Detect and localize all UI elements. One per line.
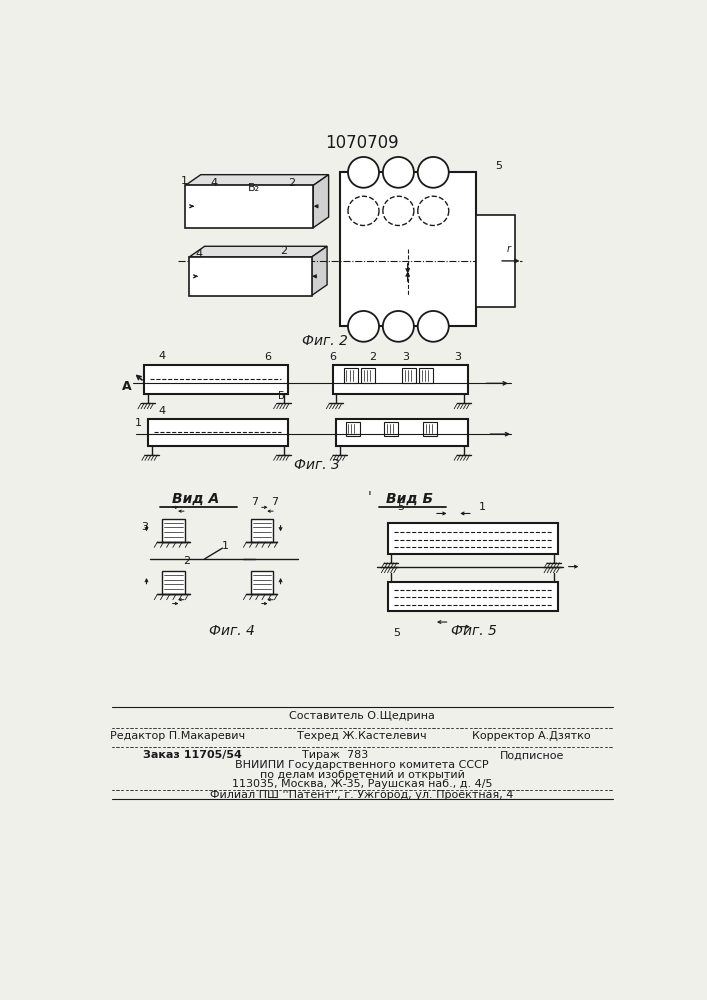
Bar xyxy=(251,571,273,594)
Circle shape xyxy=(348,311,379,342)
Text: Заказ 11705/54: Заказ 11705/54 xyxy=(143,750,242,760)
Text: 3: 3 xyxy=(402,352,409,362)
Bar xyxy=(361,368,375,383)
Text: 4: 4 xyxy=(158,351,165,361)
Text: Подписное: Подписное xyxy=(499,750,564,760)
Bar xyxy=(344,368,358,383)
Bar xyxy=(476,215,515,307)
Text: 2: 2 xyxy=(280,246,287,256)
Text: 1070709: 1070709 xyxy=(325,134,399,152)
Text: Техред Ж.Кастелевич: Техред Ж.Кастелевич xyxy=(297,731,427,741)
Text: 6: 6 xyxy=(329,352,336,362)
Circle shape xyxy=(418,157,449,188)
Text: 5: 5 xyxy=(496,161,503,171)
Text: Фиг. 4: Фиг. 4 xyxy=(209,624,255,638)
Text: Тираж  783: Тираж 783 xyxy=(302,750,368,760)
Text: 7: 7 xyxy=(271,497,278,507)
Bar xyxy=(423,422,437,436)
Text: Корректор А.Дзятко: Корректор А.Дзятко xyxy=(472,731,591,741)
Text: по делам изобретений и открытий: по делам изобретений и открытий xyxy=(259,770,464,780)
Text: B₂: B₂ xyxy=(248,183,260,193)
Text: Б: Б xyxy=(278,391,285,401)
Text: r: r xyxy=(506,244,510,254)
Bar xyxy=(340,172,476,326)
Polygon shape xyxy=(313,175,329,228)
Text: 2: 2 xyxy=(358,161,365,171)
Text: Фиг. 5: Фиг. 5 xyxy=(451,624,497,638)
Bar xyxy=(387,523,558,554)
Text: 6: 6 xyxy=(264,352,271,362)
Text: Редактор П.Макаревич: Редактор П.Макаревич xyxy=(110,731,245,741)
Text: 1: 1 xyxy=(181,176,188,186)
Bar xyxy=(385,422,398,436)
Text: ВНИИПИ Государственного комитета СССР: ВНИИПИ Государственного комитета СССР xyxy=(235,760,489,770)
Polygon shape xyxy=(189,246,327,257)
Polygon shape xyxy=(189,257,312,296)
Bar xyxy=(332,365,468,394)
Text: Фиг. 2: Фиг. 2 xyxy=(302,334,348,348)
Text: A: A xyxy=(122,380,132,393)
Text: 7: 7 xyxy=(252,497,259,507)
Text: 1: 1 xyxy=(135,418,142,428)
Text: 113035, Москва, Ж-35, Раушская наб., д. 4/5: 113035, Москва, Ж-35, Раушская наб., д. … xyxy=(232,779,492,789)
Bar xyxy=(144,365,288,394)
Circle shape xyxy=(383,157,414,188)
Bar xyxy=(162,571,185,594)
Text: 1: 1 xyxy=(479,502,486,512)
Bar xyxy=(346,422,360,436)
Text: 4: 4 xyxy=(158,406,165,416)
Bar xyxy=(251,519,273,542)
Bar xyxy=(337,419,468,446)
Polygon shape xyxy=(185,185,313,228)
Bar xyxy=(148,419,288,446)
Text: 5: 5 xyxy=(393,628,400,638)
Circle shape xyxy=(383,311,414,342)
Bar xyxy=(162,519,185,542)
Text: Составитель О.Щедрина: Составитель О.Щедрина xyxy=(289,711,435,721)
Bar xyxy=(402,368,416,383)
Text: ': ' xyxy=(368,490,372,504)
Text: Филиал ПШ ''Патент'', г. Ужгород, ул. Проектная, 4: Филиал ПШ ''Патент'', г. Ужгород, ул. Пр… xyxy=(210,790,514,800)
Polygon shape xyxy=(312,246,327,296)
Text: 3: 3 xyxy=(455,352,462,362)
Text: 5: 5 xyxy=(397,502,404,512)
Circle shape xyxy=(348,157,379,188)
Text: Фиг. 3: Фиг. 3 xyxy=(294,458,340,472)
Text: 4: 4 xyxy=(211,178,218,188)
Text: 1: 1 xyxy=(222,541,229,551)
Text: 4: 4 xyxy=(196,249,203,259)
Text: 2: 2 xyxy=(288,178,295,188)
Text: 2: 2 xyxy=(369,352,376,362)
Circle shape xyxy=(418,311,449,342)
Text: 2: 2 xyxy=(183,556,190,566)
Bar xyxy=(387,582,558,611)
Text: Вид Б: Вид Б xyxy=(387,492,433,506)
Text: 3: 3 xyxy=(141,522,148,532)
Polygon shape xyxy=(185,175,329,185)
Text: Вид А: Вид А xyxy=(172,492,219,506)
Bar xyxy=(419,368,433,383)
